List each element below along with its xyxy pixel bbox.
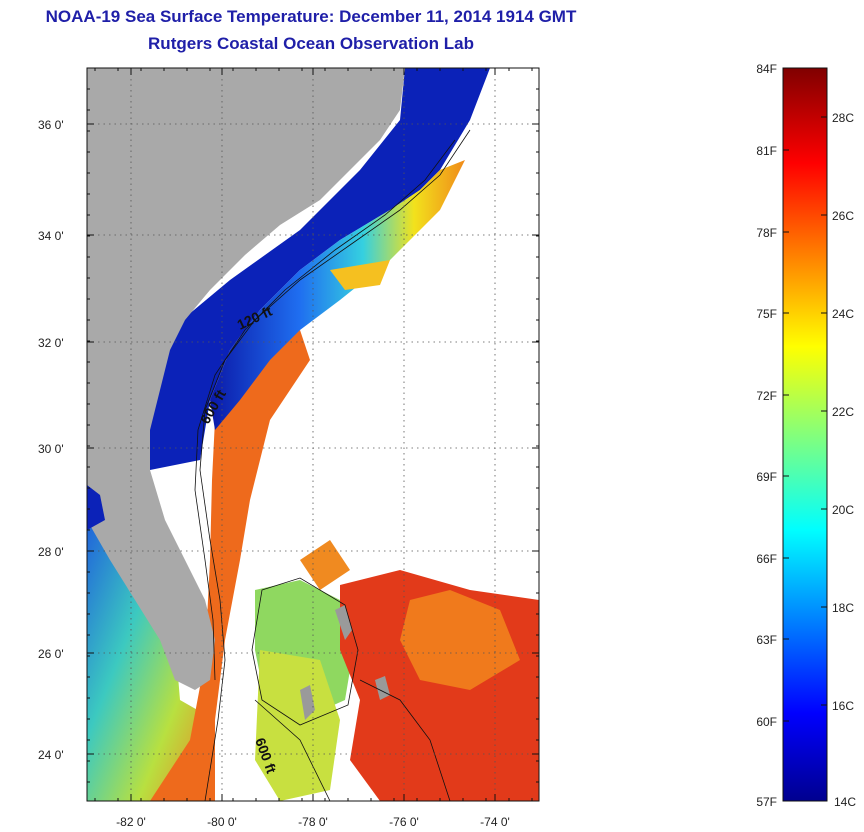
- lat-label: 34 0': [38, 229, 64, 243]
- warm-patch-2: [300, 540, 350, 590]
- contour-bahamas: [251, 577, 359, 726]
- cold-shelf-water: [150, 68, 490, 470]
- fahrenheit-label: 81F: [756, 144, 777, 158]
- shelf-warm-tongue: [330, 260, 390, 290]
- lat-label: 36 0': [38, 118, 64, 132]
- lat-label: 30 0': [38, 442, 64, 456]
- colorbar-ticks: [783, 67, 827, 802]
- map-subtitle: Rutgers Coastal Ocean Observation Lab: [148, 34, 474, 53]
- fahrenheit-label: 57F: [756, 795, 777, 809]
- map-title: NOAA-19 Sea Surface Temperature: Decembe…: [45, 7, 577, 26]
- gulf-cold-patch: [87, 485, 105, 530]
- lat-label: 28 0': [38, 545, 64, 559]
- gridlines: [87, 68, 539, 801]
- shelf-front: [210, 160, 465, 430]
- lat-label: 26 0': [38, 647, 64, 661]
- celsius-label: 16C: [832, 699, 854, 713]
- fahrenheit-label: 60F: [756, 715, 777, 729]
- colorbar-scale: [782, 67, 828, 802]
- gulf-stream: [150, 330, 310, 801]
- contour-bahamas-3: [359, 679, 451, 801]
- contour-120ft: [194, 139, 456, 681]
- celsius-label: 18C: [832, 601, 854, 615]
- lat-label: 32 0': [38, 336, 64, 350]
- lon-label: -76 0': [389, 815, 419, 829]
- celsius-label: 14C: [834, 795, 856, 809]
- island: [375, 676, 390, 700]
- warm-patch: [400, 590, 520, 690]
- celsius-label: 22C: [832, 405, 854, 419]
- island: [335, 605, 352, 640]
- contour-600ft: [199, 129, 471, 801]
- axis-ticks: [87, 67, 539, 801]
- lon-label: -82 0': [116, 815, 146, 829]
- fahrenheit-label: 69F: [756, 470, 777, 484]
- lat-label: 24 0': [38, 748, 64, 762]
- bahamas-bank-south: [255, 650, 340, 801]
- fahrenheit-label: 63F: [756, 633, 777, 647]
- celsius-label: 28C: [832, 111, 854, 125]
- contour-bahamas-2: [254, 699, 331, 801]
- lon-label: -78 0': [298, 815, 328, 829]
- lon-label: -80 0': [207, 815, 237, 829]
- fahrenheit-label: 72F: [756, 389, 777, 403]
- celsius-label: 24C: [832, 307, 854, 321]
- island: [300, 685, 315, 720]
- lon-label: -74 0': [480, 815, 510, 829]
- fahrenheit-label: 78F: [756, 226, 777, 240]
- fahrenheit-label: 66F: [756, 552, 777, 566]
- fahrenheit-label: 75F: [756, 307, 777, 321]
- celsius-label: 26C: [832, 209, 854, 223]
- celsius-label: 20C: [832, 503, 854, 517]
- fahrenheit-label: 84F: [756, 62, 777, 76]
- land: [87, 68, 405, 690]
